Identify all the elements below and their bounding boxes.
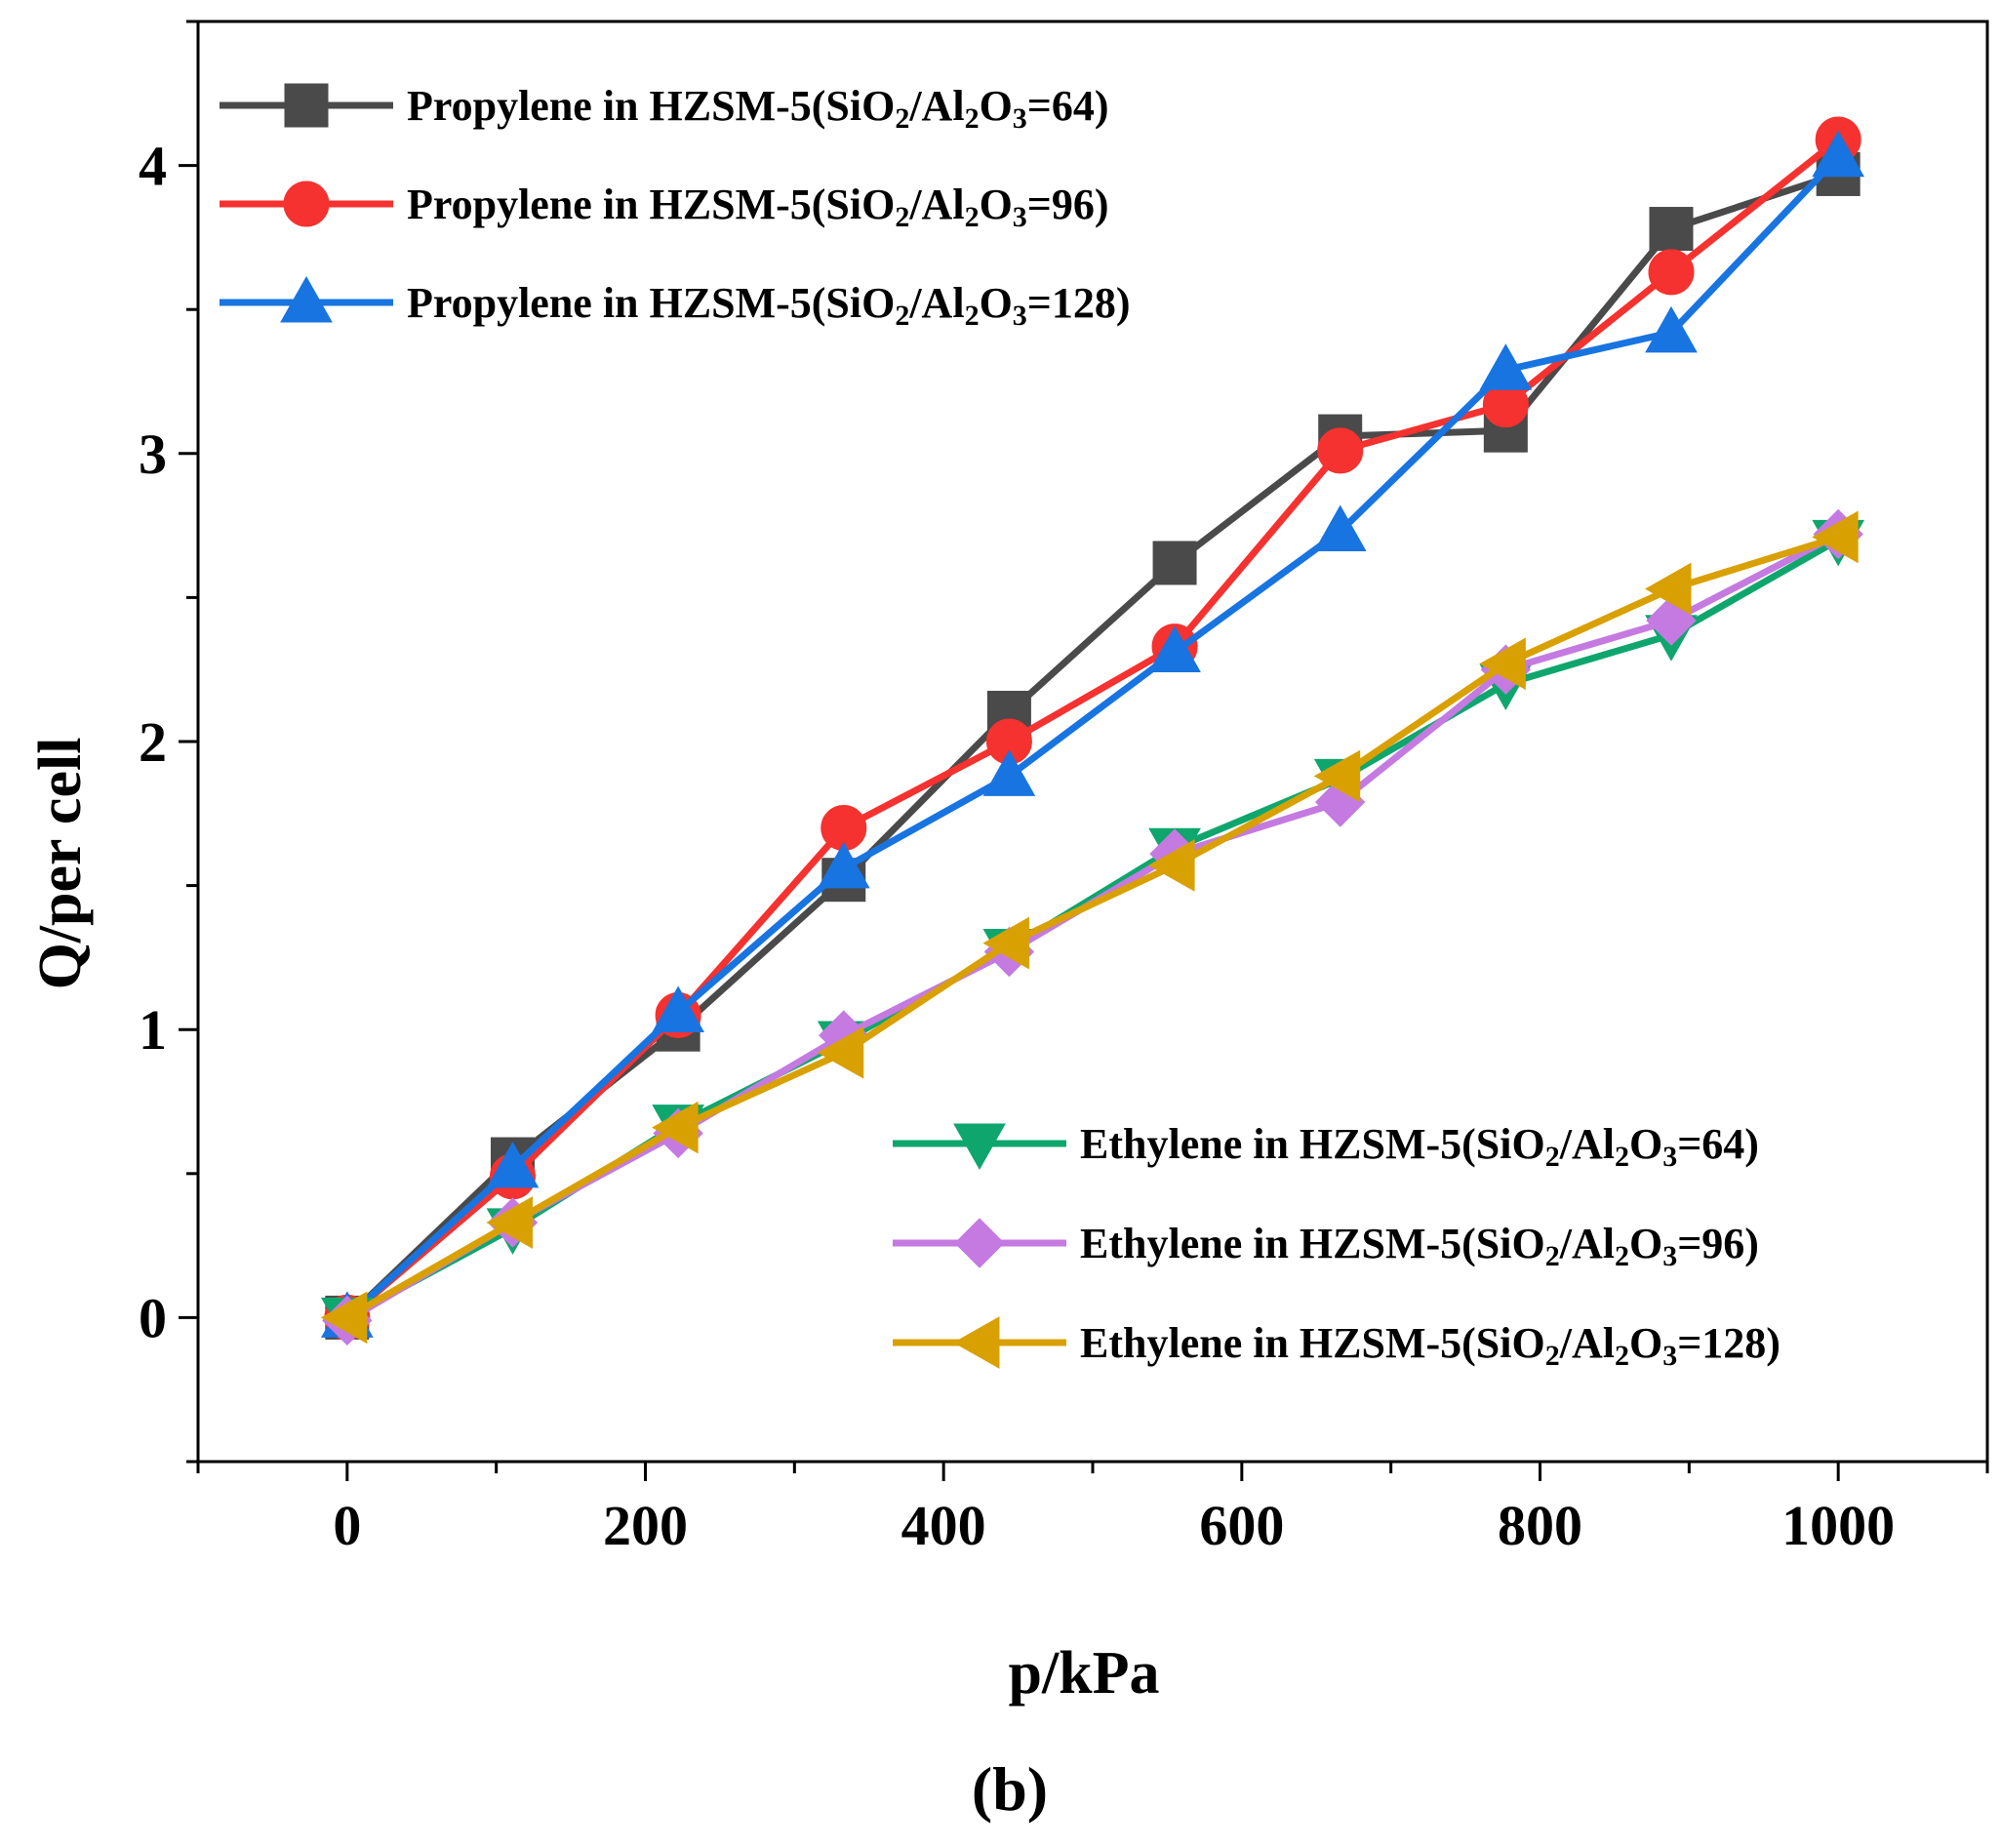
x-tick-label: 0 (333, 1494, 361, 1557)
x-axis: 0 200 400 600 800 1000 (196, 1462, 1989, 1557)
series-line (345, 534, 1840, 1321)
data-point (982, 749, 1036, 796)
x-tick-label: 1000 (1781, 1494, 1895, 1557)
legend-marker (953, 1123, 1006, 1171)
legend-label: Propylene in HZSM-5(SiO2/Al2O3=128) (407, 279, 1131, 332)
data-point (1649, 207, 1694, 252)
data-point (1148, 839, 1195, 892)
data-point (1812, 130, 1865, 178)
y-tick-label: 3 (139, 422, 167, 486)
data-point (486, 1141, 540, 1188)
x-tick-label: 200 (603, 1494, 688, 1557)
data-point (1152, 541, 1197, 585)
x-tick-label: 800 (1498, 1494, 1582, 1557)
legend-entry: Ethylene in HZSM-5(SiO2/Al2O3=128) (893, 1316, 1781, 1372)
legend-label: Propylene in HZSM-5(SiO2/Al2O3=64) (407, 82, 1109, 135)
x-tick-label: 600 (1199, 1494, 1284, 1557)
series-6 (320, 510, 1859, 1345)
data-point (817, 841, 870, 889)
legend-marker (283, 181, 330, 227)
y-tick-label: 2 (139, 710, 167, 774)
legend-entry: Propylene in HZSM-5(SiO2/Al2O3=96) (220, 181, 1109, 233)
legend-marker (284, 83, 329, 128)
series-layer (320, 116, 1865, 1346)
figure-caption: (b) (972, 1754, 1048, 1824)
x-axis-label: p/kPa (1008, 1640, 1159, 1707)
y-tick-label: 4 (139, 135, 167, 198)
series-3 (320, 130, 1865, 1338)
data-point (320, 1291, 368, 1345)
data-point (1645, 305, 1698, 353)
data-point (1479, 343, 1533, 390)
y-tick-label: 0 (139, 1286, 167, 1349)
series-line (344, 154, 1841, 1320)
legend-label: Ethylene in HZSM-5(SiO2/Al2O3=128) (1080, 1319, 1781, 1372)
legend-entry: Propylene in HZSM-5(SiO2/Al2O3=64) (220, 82, 1109, 135)
y-tick-label: 1 (139, 998, 167, 1062)
legend-ethylene: Ethylene in HZSM-5(SiO2/Al2O3=64) Ethylen… (893, 1120, 1781, 1372)
legend-propylene: Propylene in HZSM-5(SiO2/Al2O3=64) Propyl… (220, 82, 1131, 332)
data-point (1317, 427, 1364, 474)
data-point (1479, 637, 1526, 691)
data-point (652, 985, 704, 1032)
series-line (344, 137, 1841, 1321)
data-point (1812, 510, 1859, 564)
legend-entry: Ethylene in HZSM-5(SiO2/Al2O3=64) (893, 1120, 1759, 1173)
legend-entry: Ethylene in HZSM-5(SiO2/Al2O3=96) (893, 1218, 1759, 1272)
data-point (982, 916, 1029, 970)
x-tick-label: 400 (901, 1494, 986, 1557)
data-point (1648, 249, 1695, 296)
data-point (1313, 749, 1361, 803)
data-point (1313, 504, 1367, 552)
legend-marker (954, 1218, 1005, 1268)
data-point (1148, 625, 1201, 672)
legend-marker (952, 1316, 1000, 1369)
legend-marker (280, 275, 333, 323)
data-point (817, 1025, 864, 1079)
data-point (486, 1196, 533, 1249)
legend-label: Ethylene in HZSM-5(SiO2/Al2O3=64) (1080, 1120, 1759, 1173)
y-axis: 0 1 2 3 4 (139, 20, 198, 1464)
y-axis-label: Q/per cell (27, 738, 94, 990)
data-point (652, 1101, 699, 1154)
legend-label: Ethylene in HZSM-5(SiO2/Al2O3=96) (1080, 1220, 1759, 1272)
series-line (345, 537, 1840, 1321)
legend-entry: Propylene in HZSM-5(SiO2/Al2O3=128) (220, 275, 1131, 332)
data-point (1644, 562, 1692, 616)
legend-label: Propylene in HZSM-5(SiO2/Al2O3=96) (407, 181, 1109, 233)
